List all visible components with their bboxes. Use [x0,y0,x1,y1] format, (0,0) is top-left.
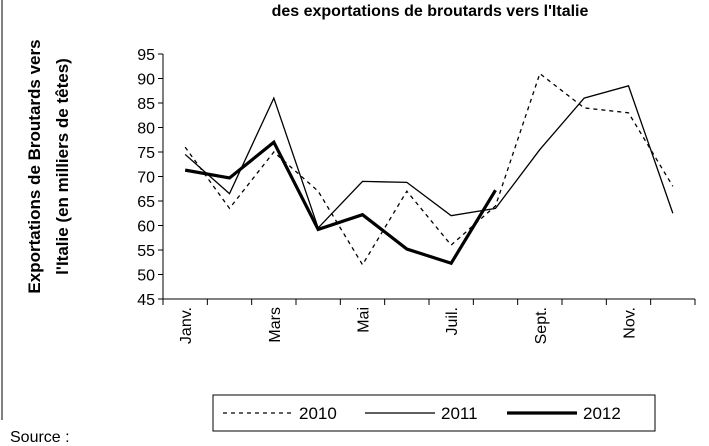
chart-title: des exportations de broutards vers l'Ita… [272,3,589,20]
legend-label: 2010 [299,404,337,423]
series-line [184,85,674,230]
x-tick-label: Nov. [622,307,639,339]
legend-label: 2011 [441,404,478,423]
y-tick-label: 65 [137,194,155,211]
x-tick-label: Sept. [533,307,550,344]
y-tick-label: 85 [137,96,155,113]
y-tick-label: 95 [137,47,155,64]
series-line [184,72,674,266]
y-tick-label: 75 [137,145,155,162]
x-tick-label: Mai [356,307,373,333]
legend-label: 2012 [583,404,621,423]
y-axis-label: Exportations de Broutards vers [25,39,44,293]
y-tick-label: 90 [137,72,155,89]
y-axis-label: l'Italie (en milliers de têtes) [53,58,72,275]
y-tick-label: 60 [137,219,155,236]
y-tick-label: 80 [137,121,155,138]
x-tick-label: Juil. [444,307,461,335]
y-tick-label: 70 [137,170,155,187]
x-tick-label: Janv. [178,307,195,344]
x-tick-label: Mars [267,307,284,343]
source: Source : [10,429,70,446]
y-tick-label: 45 [137,292,155,309]
series-line [184,139,497,266]
y-tick-label: 50 [137,268,155,285]
y-tick-label: 55 [137,243,155,260]
